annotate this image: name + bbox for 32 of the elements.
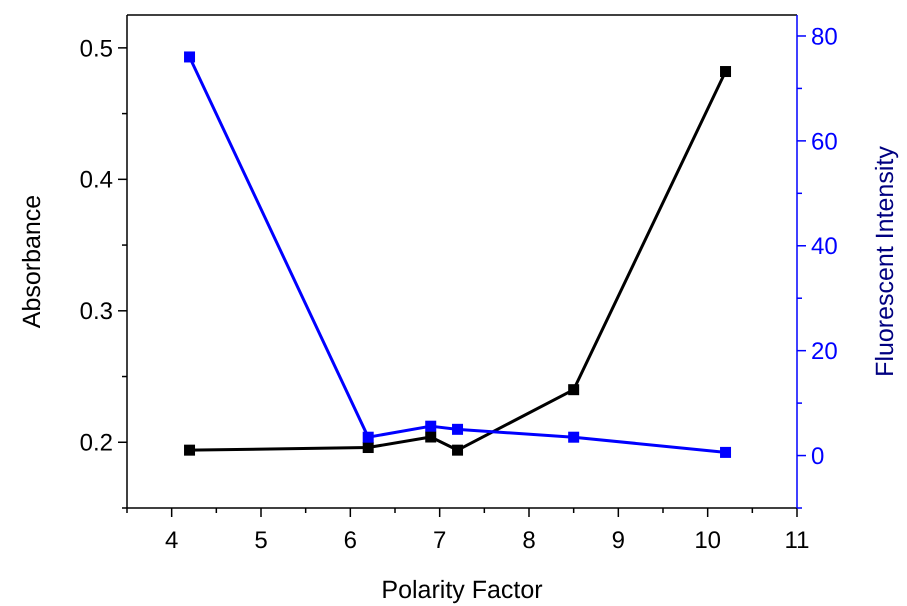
x-tick-label: 8 <box>522 527 536 554</box>
y2-tick-label: 20 <box>811 338 838 366</box>
point <box>720 446 732 458</box>
y2-tick-label: 60 <box>811 128 838 156</box>
x-tick-label: 11 <box>784 527 810 554</box>
point <box>425 420 436 432</box>
point <box>184 444 196 456</box>
x-tick-label: 6 <box>344 527 358 554</box>
x-tick-label: 9 <box>612 527 626 554</box>
point <box>362 432 374 443</box>
point <box>425 432 436 443</box>
point <box>184 51 196 62</box>
x-tick-label: 10 <box>694 527 722 554</box>
x-tick-label: 4 <box>164 527 178 554</box>
y2-tick-label: 80 <box>811 23 838 50</box>
y-axis-title: Absorbance <box>18 194 46 328</box>
y-tick-label: 0.5 <box>80 35 113 62</box>
x-tick-label: 5 <box>254 527 268 554</box>
y-tick-label: 0.4 <box>80 166 113 194</box>
y2-tick-label: 40 <box>811 233 838 260</box>
y2-axis-title: Fluorescent Intensity <box>871 146 899 377</box>
y2-tick-label: 0 <box>811 442 824 470</box>
point <box>452 444 464 456</box>
y-tick-label: 0.2 <box>80 430 113 457</box>
y-tick-label: 0.3 <box>80 298 113 326</box>
point <box>720 66 732 78</box>
point <box>362 442 374 454</box>
point <box>568 384 580 396</box>
x-tick-label: 7 <box>432 527 446 554</box>
point <box>452 424 464 435</box>
point <box>568 432 580 443</box>
x-axis-title: Polarity Factor <box>381 576 543 604</box>
